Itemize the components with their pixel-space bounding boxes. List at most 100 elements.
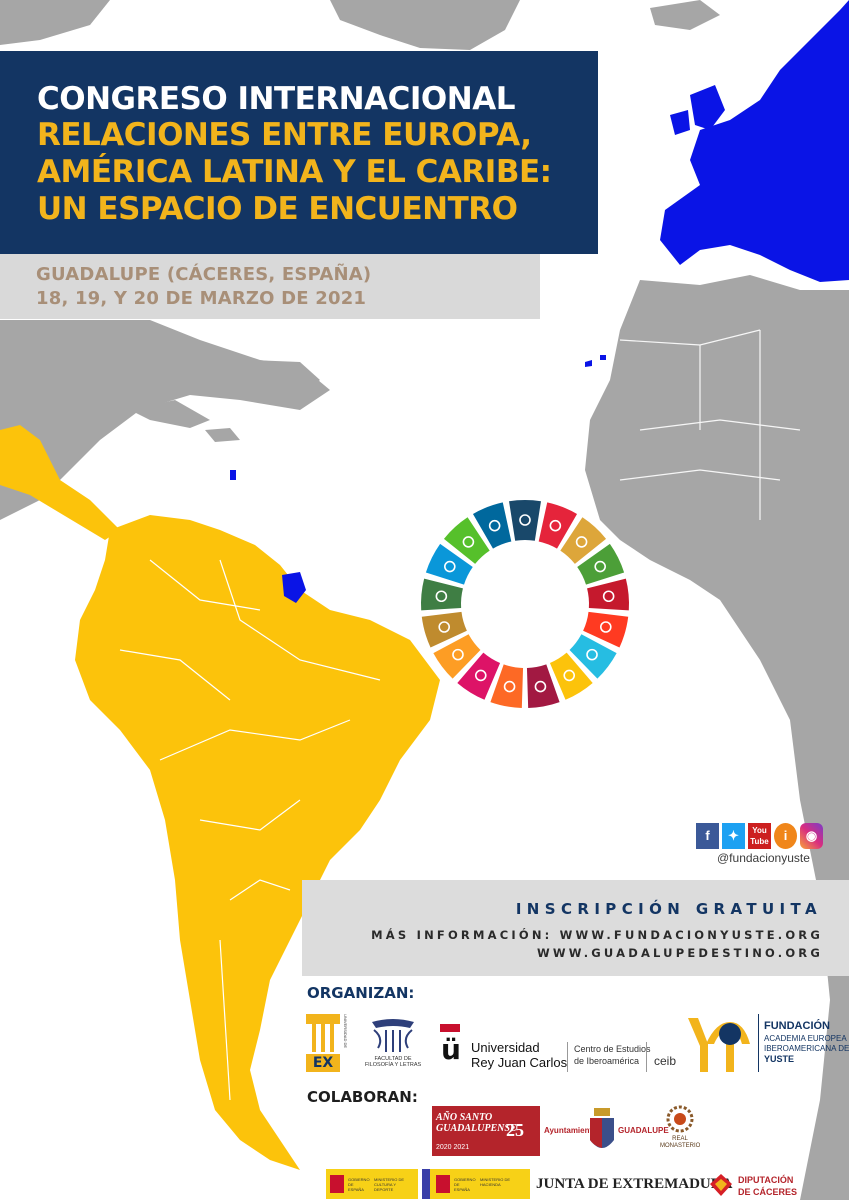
sdg-goal-icon <box>594 560 606 573</box>
urjc-logo: ü Universidad Rey Juan Carlos Centro de … <box>440 1024 690 1072</box>
min1-text: MINISTERIO DE CULTURA Y DEPORTE <box>374 1177 405 1192</box>
spain-coat-icon <box>330 1175 344 1193</box>
south-america <box>75 515 440 1170</box>
sdg-goal-icon <box>602 590 615 603</box>
yuste-line1: FUNDACIÓN <box>764 1020 830 1032</box>
congress-title: CONGRESO INTERNACIONAL <box>37 81 515 117</box>
ano-santo-year: 2020 2021 <box>436 1144 470 1151</box>
sdg-goal-icon <box>438 621 451 633</box>
yuste-emblem-icon <box>688 1018 750 1072</box>
diputacion-emblem-icon <box>710 1174 732 1196</box>
sdg-goal-icon <box>474 669 487 682</box>
sdg-goal-icon <box>452 648 464 661</box>
uex-short: EX <box>306 1054 340 1072</box>
sdg-segment <box>421 578 463 611</box>
spain-coat-icon <box>436 1175 450 1193</box>
guadalupe-shield-icon <box>590 1108 614 1148</box>
monasterio-emblem-icon <box>666 1105 694 1133</box>
sdg-goal-icon <box>444 560 456 573</box>
canary-islands <box>585 355 606 367</box>
facultad-logo: FACULTAD DE FILOSOFÍA Y LETRAS <box>364 1018 422 1074</box>
guadalupe-link[interactable]: WWW.GUADALUPEDESTINO.ORG <box>537 946 823 960</box>
facultad-emblem-icon <box>372 1019 414 1052</box>
sdg-segment <box>472 502 512 549</box>
urjc-line2: Rey Juan Carlos <box>471 1055 568 1070</box>
sdg-segment <box>425 543 473 585</box>
congress-subtitle: RELACIONES ENTRE EUROPA, AMÉRICA LATINA … <box>37 117 597 228</box>
ceib-line1: Centro de Estudios <box>574 1044 651 1054</box>
ceib-line2: de Iberoamérica <box>574 1056 640 1066</box>
sdg-goal-icon <box>435 590 448 603</box>
europe <box>660 0 849 282</box>
organizers-label: ORGANIZAN: <box>307 984 415 1002</box>
sdg-segment <box>490 664 524 708</box>
sdg-wheel <box>421 500 629 708</box>
gob2-text: GOBIERNO DE ESPAÑA <box>454 1177 476 1192</box>
sdg-goal-icon <box>519 514 531 526</box>
social-icons: f ✦ You Tube i ◉ <box>696 823 823 850</box>
sdg-segment <box>587 578 629 611</box>
gobierno-hacienda-logo: GOBIERNO DE ESPAÑA MINISTERIO DE HACIEND… <box>422 1169 530 1199</box>
social-handle[interactable]: @fundacionyuste <box>717 851 810 865</box>
sdg-goal-icon <box>488 519 501 532</box>
sdg-goal-icon <box>575 536 588 548</box>
sdg-segment <box>526 664 560 708</box>
ano-santo-logo: AÑO SANTO GUADALUPENSE 2020 2021 25 <box>432 1106 540 1156</box>
gobierno-cultura-logo: GOBIERNO DE ESPAÑA MINISTERIO DE CULTURA… <box>326 1169 418 1199</box>
anniversary-number: 25 <box>506 1120 524 1140</box>
junta-extremadura-logo: JUNTA DE EXTREMADURA <box>536 1176 733 1192</box>
event-location: GUADALUPE (CÁCERES, ESPAÑA) <box>36 264 372 285</box>
sdg-goal-icon <box>563 669 576 682</box>
iceland <box>650 0 720 30</box>
instagram-icon[interactable]: ◉ <box>800 823 823 849</box>
sdg-segment <box>569 634 617 679</box>
facultad-name: FACULTAD DE FILOSOFÍA Y LETRAS <box>364 1056 422 1068</box>
ayuntamiento-logo: Ayuntamiento GUADALUPE <box>544 1106 669 1158</box>
facebook-icon[interactable]: f <box>696 823 719 849</box>
ireland <box>670 110 690 135</box>
monasterio-logo: REAL MONASTERIO <box>660 1104 700 1158</box>
sdg-segment <box>509 500 541 541</box>
sdg-segment <box>549 652 593 700</box>
sdg-goal-icon <box>599 621 612 633</box>
sdg-goal-icon <box>534 680 547 693</box>
sdg-segment <box>577 543 625 585</box>
florida <box>250 360 320 395</box>
hispaniola <box>205 428 240 442</box>
sdg-segment <box>443 517 490 564</box>
info-icon[interactable]: i <box>774 823 797 849</box>
yuste-logo: FUNDACIÓN ACADEMIA EUROPEA E IBEROAMERIC… <box>686 1014 849 1076</box>
uex-name: UNIVERSIDAD DE EXTREMADURA <box>342 1014 348 1049</box>
more-info-link[interactable]: MÁS INFORMACIÓN: WWW.FUNDACIONYUSTE.ORG <box>371 928 823 942</box>
youtube-icon[interactable]: You Tube <box>748 823 771 849</box>
sdg-goal-icon <box>503 680 516 693</box>
guadalupe-text: GUADALUPE <box>618 1126 669 1135</box>
ayuntamiento-text: Ayuntamiento <box>544 1126 598 1135</box>
collaborators-label: COLABORAN: <box>307 1088 418 1106</box>
greenland-landmass <box>330 0 520 50</box>
event-info-banner: GUADALUPE (CÁCERES, ESPAÑA) 18, 19, Y 20… <box>0 254 540 319</box>
central-america <box>0 425 120 540</box>
sdg-segment <box>538 502 578 549</box>
subtitle-line: AMÉRICA LATINA Y EL CARIBE: <box>37 154 552 190</box>
gob1-text: GOBIERNO DE ESPAÑA <box>348 1177 370 1192</box>
french-guiana <box>282 572 306 603</box>
uex-logo: EX UNIVERSIDAD DE EXTREMADURA <box>306 1014 350 1072</box>
twitter-icon[interactable]: ✦ <box>722 823 745 849</box>
subtitle-line: UN ESPACIO DE ENCUENTRO <box>37 191 518 227</box>
registration-title: INSCRIPCIÓN GRATUITA <box>515 900 822 918</box>
africa <box>585 275 849 1200</box>
title-banner: CONGRESO INTERNACIONAL RELACIONES ENTRE … <box>0 51 598 254</box>
north-land <box>0 0 110 45</box>
event-dates: 18, 19, Y 20 DE MARZO DE 2021 <box>36 288 367 309</box>
ceib-short: ceib <box>654 1054 677 1068</box>
yuste-line3: IBEROAMERICANA DE <box>764 1044 849 1053</box>
sdg-segment <box>457 652 501 700</box>
diputacion-line2: DE CÁCERES <box>738 1187 798 1197</box>
registration-box: INSCRIPCIÓN GRATUITA MÁS INFORMACIÓN: WW… <box>302 880 849 976</box>
subtitle-line: RELACIONES ENTRE EUROPA, <box>37 117 532 153</box>
sdg-goal-icon <box>586 648 598 661</box>
sdg-goal-icon <box>549 519 562 532</box>
caribbean-blue <box>230 470 236 480</box>
cuba <box>130 400 210 428</box>
